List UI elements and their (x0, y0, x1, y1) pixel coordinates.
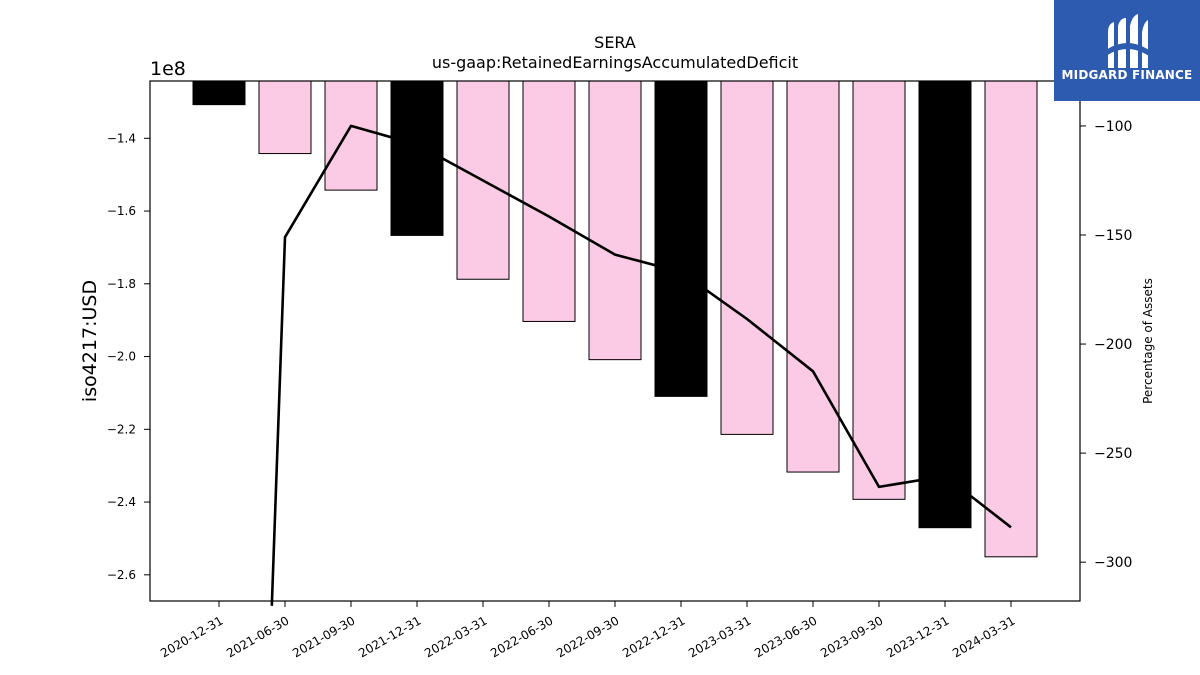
bar-2022-09-30 (588, 80, 642, 361)
y2-tick-label: −100 (1094, 119, 1132, 135)
logo-mark-icon (1106, 14, 1149, 68)
percentage-line (270, 124, 1012, 606)
y-tick-label: −1.6 (107, 204, 136, 218)
bar-2020-12-31 (192, 80, 246, 106)
x-tick-label: 2021-09-30 (290, 613, 357, 660)
bar-2021-09-30 (324, 80, 378, 191)
y2-axis-ticks: −100 −150 −200 −250 −300 (1080, 119, 1132, 571)
logo-text: MIDGARD FINANCE (1061, 68, 1193, 82)
bar-2023-09-30 (852, 80, 906, 500)
y-tick-label: −2.6 (107, 568, 136, 582)
y-axis-label: iso4217:USD (79, 280, 101, 402)
bar-2022-06-30 (522, 80, 576, 322)
y-tick-label: −1.4 (107, 131, 136, 145)
x-tick-label: 2021-12-31 (356, 613, 423, 660)
y-axis-multiplier: 1e8 (150, 58, 186, 80)
x-tick-label: 2021-06-30 (224, 613, 291, 660)
x-tick-label: 2023-06-30 (752, 613, 819, 660)
x-tick-label: 2023-09-30 (818, 613, 885, 660)
y2-axis-label: Percentage of Assets (1141, 278, 1155, 404)
y2-tick-label: −150 (1094, 228, 1132, 244)
chart-subtitle: us-gaap:RetainedEarningsAccumulatedDefic… (432, 53, 798, 72)
bar-2024-03-31 (984, 80, 1038, 558)
y-tick-label: −2.4 (107, 495, 136, 509)
x-tick-label: 2022-06-30 (488, 613, 555, 660)
y-tick-label: −1.8 (107, 277, 136, 291)
y2-tick-label: −300 (1094, 555, 1132, 571)
x-tick-label: 2022-12-31 (620, 613, 687, 660)
x-tick-label: 2020-12-31 (158, 613, 225, 660)
x-tick-label: 2023-03-31 (686, 613, 753, 660)
x-tick-label: 2024-03-31 (950, 613, 1017, 660)
y-tick-label: −2.2 (107, 422, 136, 436)
bar-2022-12-31 (654, 80, 708, 397)
y2-tick-label: −200 (1094, 337, 1132, 353)
y2-tick-label: −250 (1094, 446, 1132, 462)
bars-group (192, 80, 1038, 558)
y-tick-label: −2.0 (107, 350, 136, 364)
x-axis-ticks: 2020-12-312021-06-302021-09-302021-12-31… (158, 601, 1018, 660)
bar-2021-12-31 (390, 80, 444, 236)
midgard-finance-logo: MIDGARD FINANCE (1054, 0, 1200, 101)
y-axis-ticks: −1.4 −1.6 −1.8 −2.0 −2.2 −2.4 −2.6 (107, 131, 150, 582)
bar-2023-12-31 (918, 80, 972, 529)
x-tick-label: 2023-12-31 (884, 613, 951, 660)
bar-2023-06-30 (786, 80, 840, 473)
x-tick-label: 2022-09-30 (554, 613, 621, 660)
bar-2023-03-31 (720, 80, 774, 435)
x-tick-label: 2022-03-31 (422, 613, 489, 660)
bar-2021-06-30 (258, 80, 312, 155)
chart-title: SERA (594, 33, 636, 52)
